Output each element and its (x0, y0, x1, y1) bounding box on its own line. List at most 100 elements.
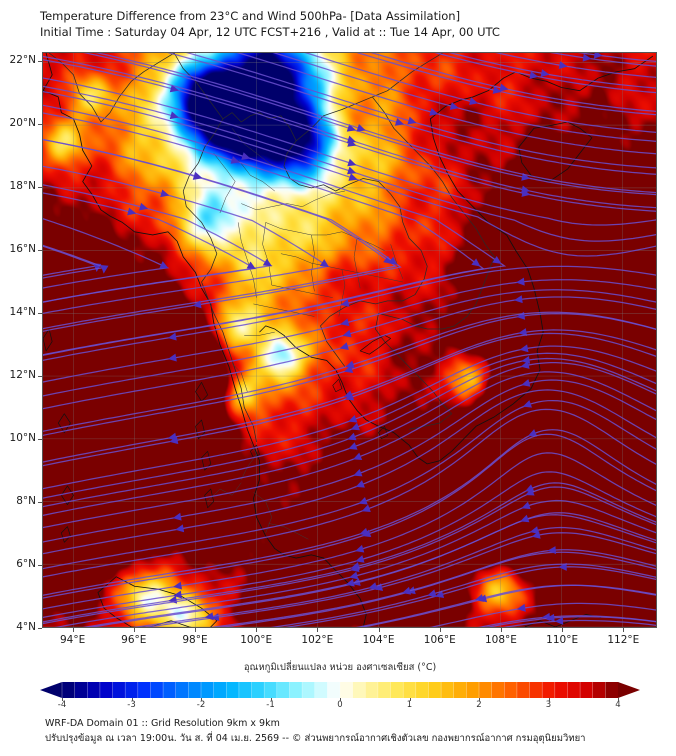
colorbar-tick-4: 4 (615, 700, 621, 710)
coastline-path (97, 576, 218, 627)
streamline (43, 112, 485, 356)
streamline-arrow-icon (516, 311, 526, 320)
streamline-arrow-icon (100, 264, 109, 274)
colorbar-title: อุณหกูมิเปลี่ยนแปลง หน่วย องศาเซลเซียส (… (243, 662, 437, 673)
streamline (54, 499, 656, 627)
colorbar-segment (163, 682, 177, 698)
streamline (429, 602, 656, 627)
streamline-arrow-icon (167, 353, 177, 362)
streamline-arrow-icon (340, 299, 350, 307)
wind-streamlines (43, 53, 656, 627)
colorbar-segment (390, 682, 404, 698)
streamline-arrow-icon (262, 258, 273, 267)
streamline-arrow-icon (339, 342, 349, 350)
coastline-path (375, 313, 453, 430)
streamline-arrow-icon (582, 53, 592, 62)
coastline-path (237, 222, 257, 298)
y-tick-mark (38, 565, 42, 567)
streamline-arrow-icon (340, 318, 350, 327)
streamline-arrow-icon (139, 202, 149, 211)
streamline (370, 53, 656, 113)
coastline-and-borders (43, 53, 654, 627)
x-axis-tick-108°E: 108°E (484, 634, 517, 646)
colorbar-segment (314, 682, 328, 698)
streamline (577, 53, 656, 62)
streamline-arrow-icon (540, 69, 550, 78)
colorbar-bar (40, 682, 640, 698)
streamline-arrow-icon (394, 118, 405, 126)
streamline-arrow-icon (519, 344, 529, 353)
y-axis-tick-14°N: 14°N (9, 306, 36, 319)
y-axis-tick-16°N: 16°N (9, 243, 36, 256)
streamline-arrow-icon (345, 578, 355, 587)
coastline-path (271, 284, 333, 298)
x-axis-tick-96°E: 96°E (121, 634, 147, 646)
coastline-path (390, 244, 404, 279)
streamline-arrow-icon (347, 166, 357, 175)
y-tick-mark (38, 61, 42, 63)
streamline-arrow-icon (521, 185, 531, 194)
colorbar-tick-mark (131, 698, 133, 701)
coastline-path (231, 128, 282, 170)
streamline (43, 361, 656, 516)
footer-line-1: WRF-DA Domain 01 :: Grid Resolution 9km … (45, 718, 280, 729)
coastline-path (60, 485, 74, 505)
map-plot-area[interactable] (42, 52, 657, 628)
coastline-path (43, 53, 367, 627)
streamline-arrow-icon (427, 589, 437, 598)
coastline-path (237, 159, 275, 192)
coastline-path (268, 523, 309, 540)
colorbar-segment (365, 682, 379, 698)
streamline (43, 389, 656, 555)
colorbar-segment (529, 682, 543, 698)
streamline-arrow-icon (352, 452, 363, 460)
streamline-arrow-icon (159, 261, 169, 269)
streamline (43, 482, 656, 623)
colorbar-segment (415, 682, 429, 698)
colorbar-segment (150, 682, 164, 698)
colorbar-segment (74, 682, 88, 698)
streamline-arrow-icon (547, 546, 557, 555)
colorbar-segment (340, 682, 354, 698)
streamline-arrow-icon (319, 259, 330, 268)
y-tick-mark (38, 250, 42, 252)
streamline-arrow-icon (471, 258, 481, 267)
streamline (43, 433, 656, 599)
streamline (43, 192, 257, 303)
streamline-arrow-icon (342, 329, 352, 338)
streamline-arrow-icon (346, 124, 356, 132)
colorbar-segment (137, 682, 151, 698)
colorbar-tick-2: 2 (476, 700, 482, 710)
streamline (43, 399, 656, 570)
streamline (43, 379, 656, 543)
colorbar-tick--1: -1 (266, 700, 275, 710)
colorbar-segment (213, 682, 227, 698)
streamline-arrow-icon (429, 108, 439, 116)
colorbar-segment (125, 682, 139, 698)
colorbar-segment (453, 682, 467, 698)
x-axis-tick-112°E: 112°E (607, 634, 640, 646)
streamline-arrow-icon (513, 295, 523, 304)
y-tick-mark (38, 376, 42, 378)
streamline-arrow-icon (246, 261, 256, 270)
streamline-arrow-icon (593, 53, 603, 59)
coastline-path (250, 444, 260, 458)
streamline-arrow-icon (346, 135, 357, 144)
streamline-arrow-icon (522, 400, 532, 408)
streamline (272, 53, 656, 142)
colorbar-segment (491, 682, 505, 698)
streamline (43, 184, 273, 303)
y-tick-mark (38, 313, 42, 315)
colorbar-tick-1: 1 (406, 700, 413, 710)
coastline-path (57, 413, 71, 433)
streamline-arrow-icon (204, 612, 214, 621)
streamline-arrow-icon (173, 581, 183, 590)
colorbar-tick-mark (618, 698, 619, 701)
streamline (43, 486, 656, 625)
streamline-arrow-icon (167, 332, 177, 341)
coastline-path (253, 491, 273, 534)
y-axis-tick-8°N: 8°N (16, 495, 36, 508)
colorbar-segment (112, 682, 126, 698)
streamline-arrow-icon (529, 71, 539, 80)
temperature-field-canvas (43, 53, 656, 627)
